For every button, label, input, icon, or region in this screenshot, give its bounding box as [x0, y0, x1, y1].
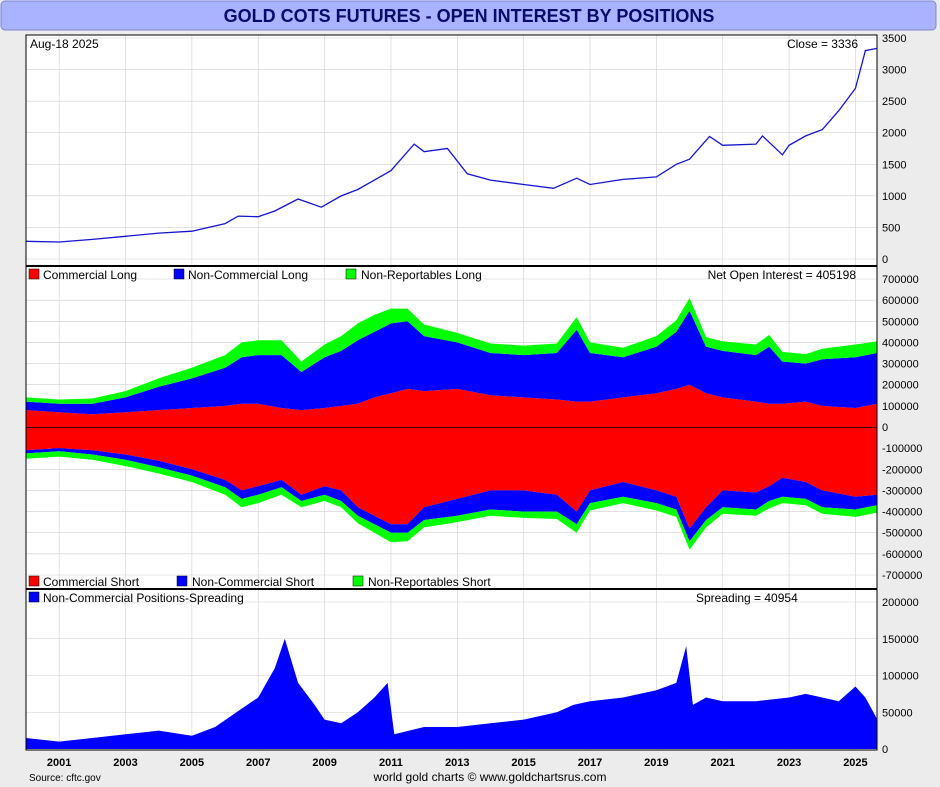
x-tick-label: 2005 — [180, 757, 204, 769]
legend-commercial-long: Commercial Long — [43, 268, 137, 282]
spreading-y-tick-label: 100000 — [882, 671, 919, 683]
nonreportable-long-swatch — [345, 268, 357, 280]
positions-y-tick-label: -200000 — [882, 464, 922, 476]
positions-y-tick-label: 300000 — [882, 359, 919, 371]
spreading-y-tick-label: 200000 — [882, 597, 919, 609]
price-y-tick-label: 1500 — [882, 159, 906, 171]
x-tick-label: 2015 — [511, 757, 535, 769]
commercial-short-swatch — [28, 575, 40, 587]
positions-y-tick-label: -300000 — [882, 485, 922, 497]
x-tick-label: 2011 — [379, 757, 403, 769]
spreading-y-tick-label: 150000 — [882, 634, 919, 646]
noncommercial-long-swatch — [173, 268, 185, 280]
positions-y-tick-label: 100000 — [882, 401, 919, 413]
date-label: Aug-18 2025 — [30, 37, 99, 51]
positions-y-tick-label: -100000 — [882, 443, 922, 455]
positions-y-tick-label: 600000 — [882, 295, 919, 307]
non-commercial-long-area — [26, 310, 877, 415]
price-y-tick-label: 500 — [882, 222, 900, 234]
positions-y-tick-label: 700000 — [882, 274, 919, 286]
positions-y-tick-label: -400000 — [882, 507, 922, 519]
short-positions-areas — [26, 427, 877, 550]
y-tick-labels: 3500 3000 2500 2000 1500 1000 500 0 700000 600000… — [882, 33, 922, 756]
price-y-tick-label: 3500 — [882, 33, 906, 45]
x-tick-label: 2021 — [710, 757, 734, 769]
spreading-area — [26, 638, 877, 749]
x-tick-label: 2023 — [777, 757, 801, 769]
close-label: Close = 3336 — [787, 37, 858, 51]
positions-y-tick-label: 0 — [882, 422, 888, 434]
x-tick-label: 2025 — [843, 757, 867, 769]
noncommercial-short-swatch — [176, 575, 188, 587]
positions-y-tick-label: -600000 — [882, 549, 922, 561]
legend-commercial-short: Commercial Short — [43, 575, 140, 589]
legend-noncommercial-short: Non-Commercial Short — [192, 575, 315, 589]
x-tick-label: 2013 — [445, 757, 469, 769]
chart-title: GOLD COTS FUTURES - OPEN INTEREST BY POS… — [224, 6, 715, 26]
net-open-interest-label: Net Open Interest = 405198 — [708, 268, 857, 282]
spreading-swatch — [28, 591, 40, 603]
spreading-y-tick-label: 50000 — [882, 707, 913, 719]
x-tick-label: 2003 — [113, 757, 137, 769]
price-line — [25, 47, 878, 243]
non-commercial-short-area — [26, 448, 877, 542]
credit-label: world gold charts © www.goldchartsrus.co… — [373, 770, 607, 784]
x-tick-label: 2017 — [578, 757, 602, 769]
price-y-tick-label: 1000 — [882, 191, 906, 203]
legend-nonreportable-long: Non-Reportables Long — [361, 268, 482, 282]
source-label: Source: cftc.gov — [29, 773, 101, 784]
positions-y-tick-label: -500000 — [882, 528, 922, 540]
spreading-value-label: Spreading = 40954 — [696, 591, 798, 605]
price-y-tick-label: 0 — [882, 254, 888, 266]
long-positions-areas — [26, 298, 877, 427]
legend-spreading: Non-Commercial Positions-Spreading — [43, 591, 244, 605]
x-tick-labels: 2001 2003 2005 2007 2009 2011 2013 2015 2017 2019… — [47, 757, 868, 769]
non-reportables-short-area — [26, 451, 877, 550]
legend-nonreportable-short: Non-Reportables Short — [368, 575, 491, 589]
positions-y-tick-label: -700000 — [882, 570, 922, 582]
nonreportable-short-swatch — [352, 575, 364, 587]
title-bar — [0, 0, 937, 31]
spreading-y-tick-label: 0 — [882, 744, 888, 756]
x-tick-label: 2009 — [312, 757, 336, 769]
x-tick-label: 2019 — [644, 757, 668, 769]
positions-y-tick-label: 200000 — [882, 380, 919, 392]
positions-y-tick-label: 500000 — [882, 316, 919, 328]
positions-y-tick-label: 400000 — [882, 337, 919, 349]
x-tick-label: 2001 — [47, 757, 71, 769]
commercial-long-swatch — [28, 268, 40, 280]
price-y-tick-label: 2000 — [882, 128, 906, 140]
commercial-long-area — [26, 384, 877, 427]
price-y-tick-label: 3000 — [882, 65, 906, 77]
price-y-tick-label: 2500 — [882, 96, 906, 108]
legend-noncommercial-long: Non-Commercial Long — [188, 268, 308, 282]
commercial-short-area — [26, 427, 877, 529]
x-tick-label: 2007 — [246, 757, 270, 769]
